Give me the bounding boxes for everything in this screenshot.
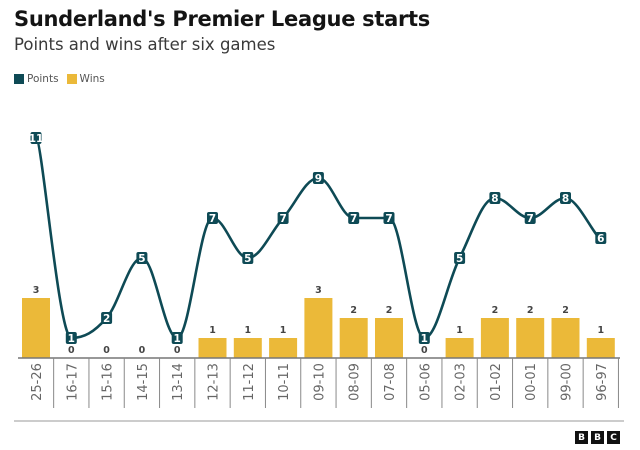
wins-bar: [375, 318, 403, 358]
points-data-label: 1: [421, 333, 428, 345]
points-data-label: 8: [491, 193, 498, 205]
x-axis-tick-label: 02-03: [454, 363, 469, 401]
wins-bar: [516, 318, 545, 358]
points-marker: [136, 252, 148, 264]
points-data-label: 5: [138, 253, 145, 265]
points-marker: [65, 332, 77, 344]
wins-data-label: 2: [562, 305, 569, 316]
points-data-label: 9: [315, 173, 322, 185]
wins-bar: [304, 298, 333, 358]
points-marker: [171, 332, 183, 344]
points-marker: [277, 212, 289, 224]
x-axis-tick-label: 05-06: [418, 363, 433, 401]
wins-data-label: 2: [527, 305, 534, 316]
bbc-logo: B B C: [575, 431, 620, 444]
x-axis-tick-label: 07-08: [383, 363, 398, 401]
points-data-label: 7: [527, 213, 534, 225]
legend: Points Wins: [14, 73, 113, 85]
x-axis-tick-label: 99-00: [560, 363, 575, 401]
x-axis-tick-label: 10-11: [277, 363, 292, 401]
points-marker: [101, 312, 113, 324]
x-axis-tick-label: 96-97: [595, 363, 610, 401]
points-data-label: 1: [68, 333, 75, 345]
x-axis-tick-label: 25-26: [30, 363, 45, 401]
bbc-logo-letter: B: [591, 431, 604, 444]
legend-item-points: Points: [14, 73, 59, 85]
wins-data-label: 1: [597, 325, 604, 336]
bbc-logo-letter: C: [607, 431, 620, 444]
points-marker: [312, 172, 324, 184]
points-data-label: 7: [385, 213, 392, 225]
points-marker: [595, 232, 607, 244]
wins-bar: [480, 318, 509, 358]
points-marker: [348, 212, 360, 224]
x-axis-tick-label: 00-01: [524, 363, 539, 401]
points-marker: [30, 132, 42, 144]
points-marker: [418, 332, 430, 344]
legend-swatch-points: [14, 74, 24, 84]
points-data-label: 2: [103, 313, 110, 325]
points-data-label: 7: [209, 213, 216, 225]
x-axis-tick-label: 14-15: [136, 363, 151, 401]
x-axis-tick-label: 13-14: [171, 363, 186, 401]
x-axis-tick-label: 16-17: [65, 363, 80, 401]
x-axis-tick-label: 12-13: [207, 363, 222, 401]
wins-bar: [269, 338, 298, 358]
x-axis-tick-label: 08-09: [348, 363, 363, 401]
wins-bar: [586, 338, 615, 358]
wins-data-label: 0: [139, 345, 146, 356]
points-data-label: 8: [562, 193, 569, 205]
points-marker: [489, 192, 501, 204]
points-marker: [207, 212, 218, 224]
chart-subtitle: Points and wins after six games: [14, 35, 276, 54]
points-data-label: 6: [597, 233, 604, 245]
x-axis-tick-label: 15-16: [101, 363, 116, 401]
wins-data-label: 1: [456, 325, 463, 336]
points-data-label: 5: [244, 253, 251, 265]
points-marker: [383, 212, 395, 224]
wins-bar: [551, 318, 580, 358]
wins-data-label: 0: [421, 345, 428, 356]
bbc-logo-letter: B: [575, 431, 588, 444]
wins-bar: [445, 338, 474, 358]
points-data-label: 7: [279, 213, 286, 225]
wins-bar: [22, 298, 50, 358]
wins-data-label: 3: [315, 285, 322, 296]
points-data-label: 7: [350, 213, 357, 225]
x-axis-tick-label: 11-12: [242, 363, 257, 401]
wins-data-label: 1: [244, 325, 251, 336]
points-data-label: 11: [29, 133, 44, 145]
points-data-label: 5: [456, 253, 463, 265]
wins-data-label: 0: [103, 345, 110, 356]
legend-item-wins: Wins: [66, 73, 105, 85]
points-marker: [242, 252, 254, 264]
wins-bar: [339, 318, 368, 358]
wins-data-label: 3: [33, 285, 40, 296]
points-marker: [560, 192, 571, 204]
x-axis-tick-label: 09-10: [312, 363, 327, 401]
legend-label-points: Points: [27, 73, 59, 85]
legend-label-wins: Wins: [79, 73, 105, 85]
wins-bar: [198, 338, 227, 358]
x-axis-tick-label: 01-02: [489, 363, 504, 401]
points-marker: [454, 252, 466, 264]
wins-data-label: 0: [174, 345, 181, 356]
wins-data-label: 2: [386, 305, 393, 316]
wins-data-label: 1: [209, 325, 216, 336]
points-marker: [524, 212, 536, 224]
wins-data-label: 2: [350, 305, 357, 316]
legend-swatch-wins: [66, 74, 77, 84]
wins-data-label: 1: [280, 325, 287, 336]
points-data-label: 1: [174, 333, 181, 345]
wins-data-label: 2: [492, 305, 499, 316]
chart-title: Sunderland's Premier League starts: [14, 7, 430, 31]
wins-bar: [233, 338, 262, 358]
wins-data-label: 0: [68, 345, 75, 356]
